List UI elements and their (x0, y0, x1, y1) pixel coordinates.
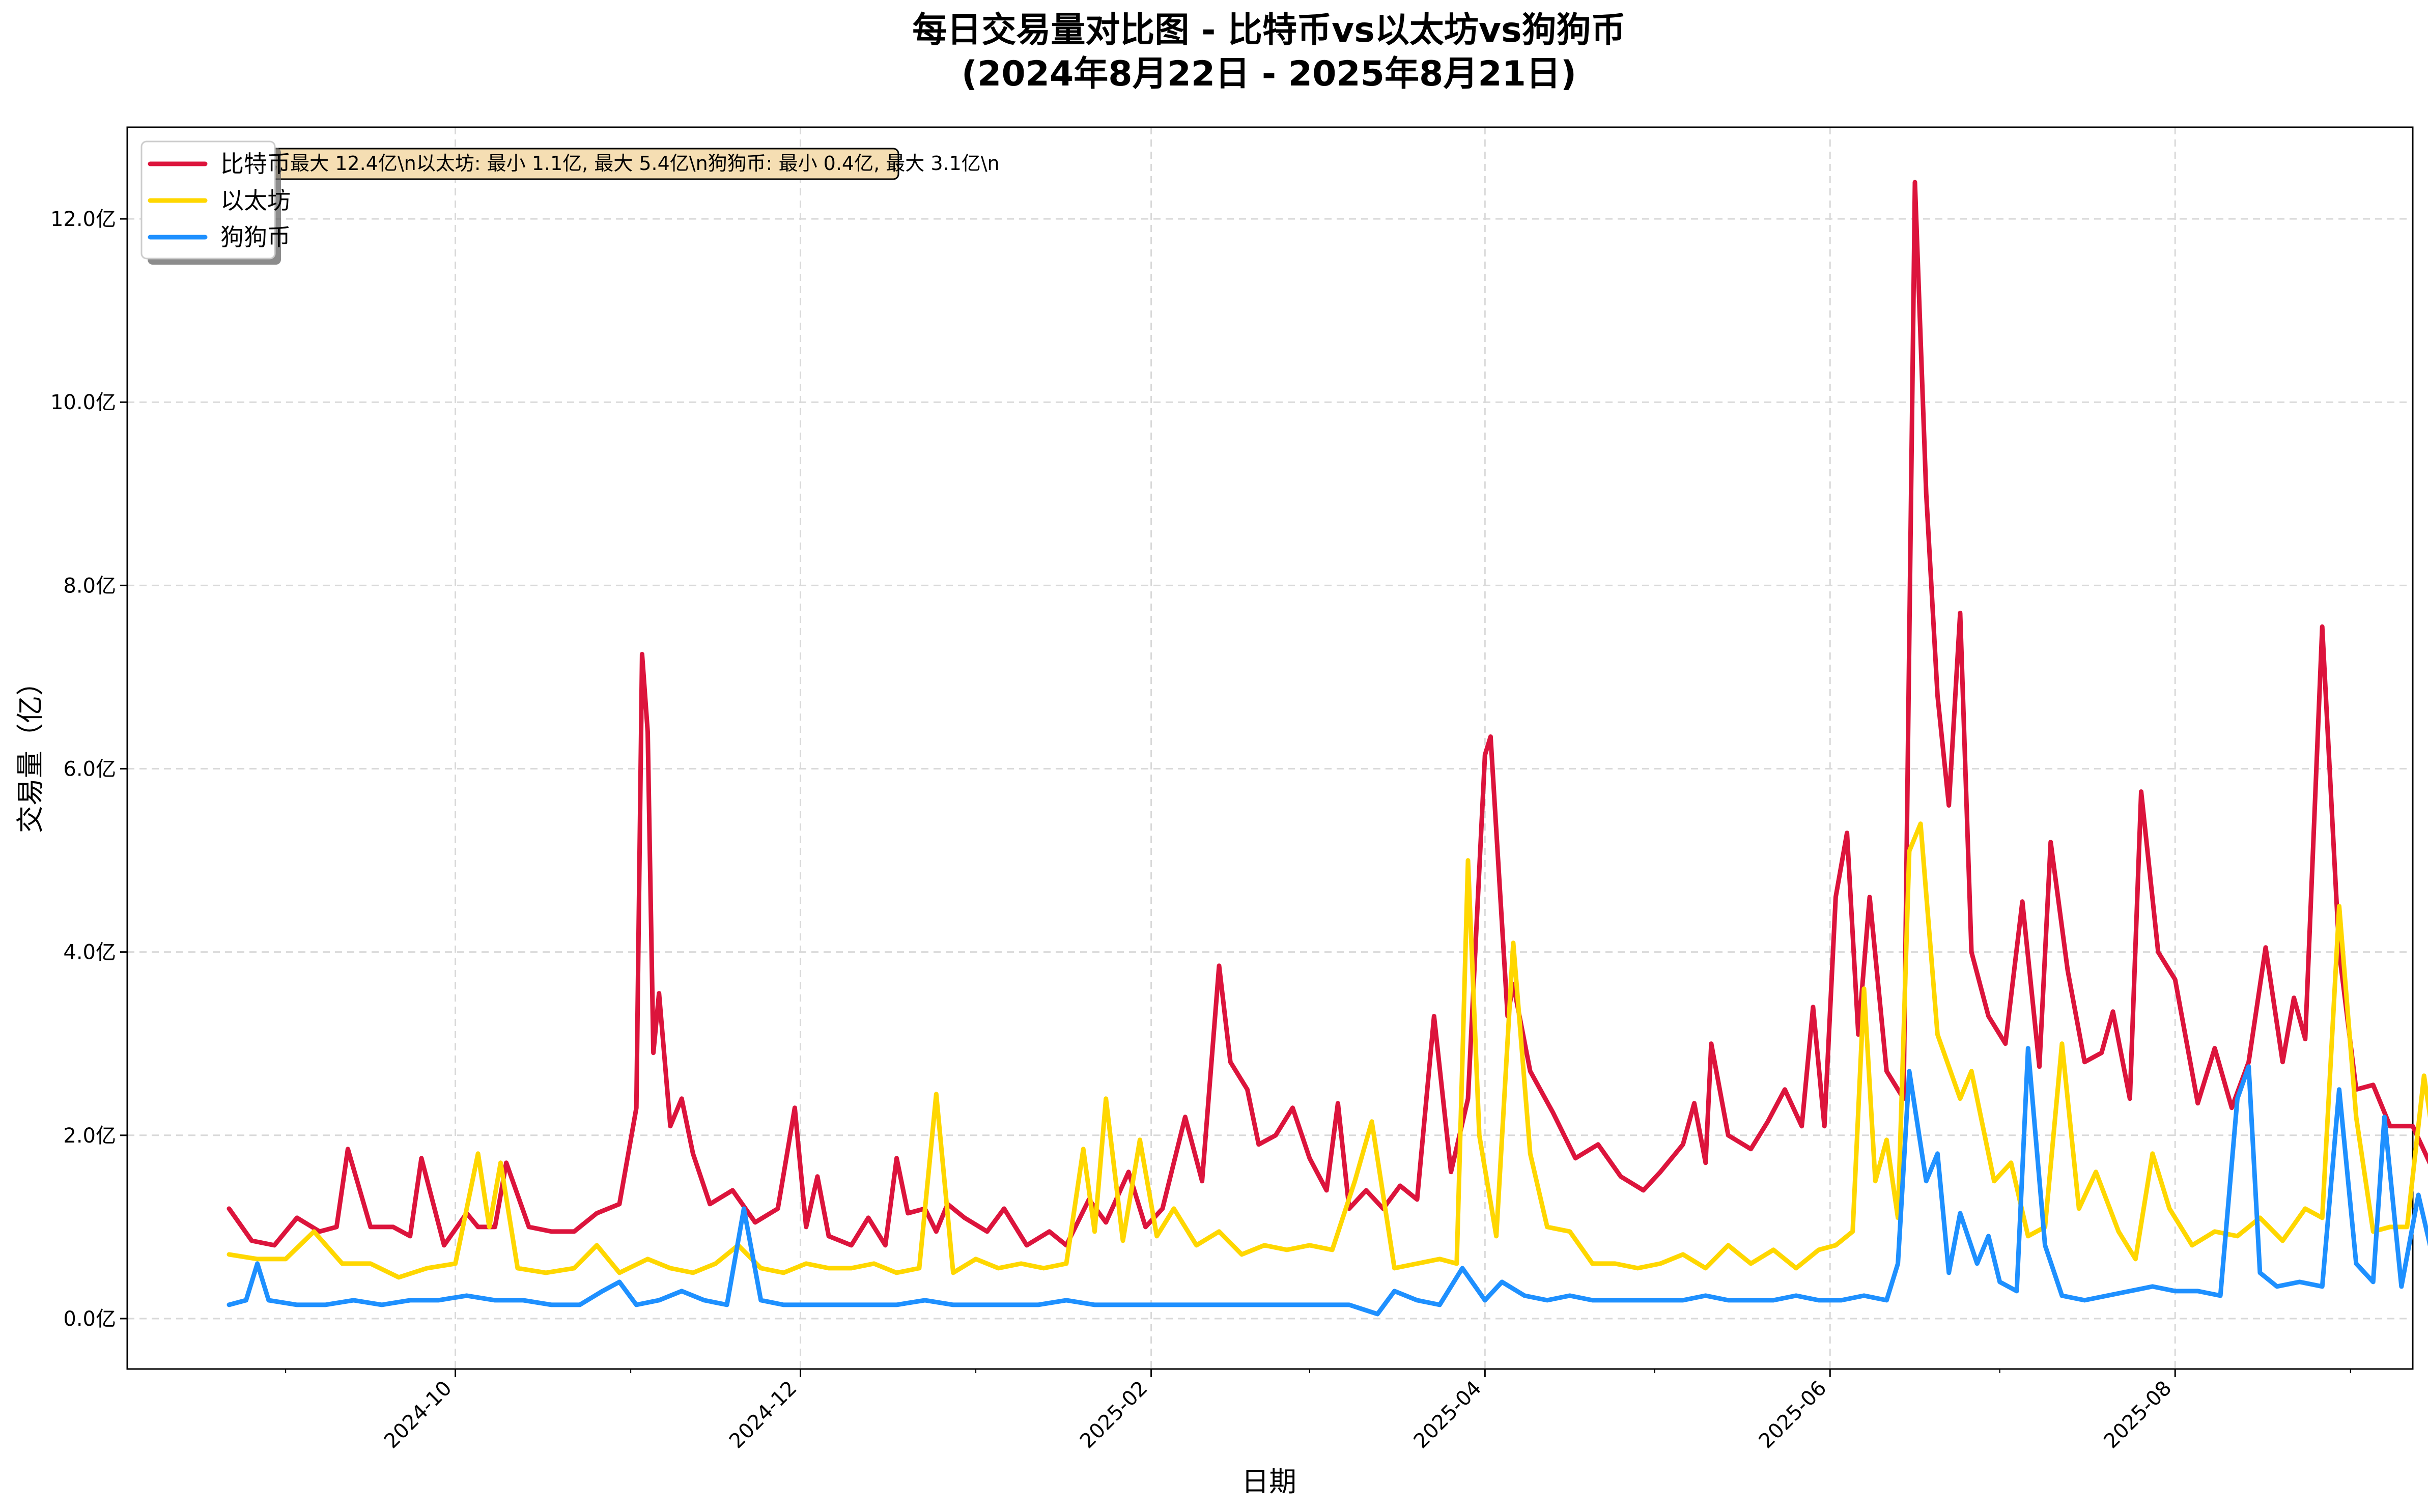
grid (127, 127, 2413, 1369)
axes: 0.0亿 2.0亿 4.0亿 6.0亿 8.0亿 10.0亿 12.0亿 2024-10 202… (50, 126, 2414, 1453)
y-tick-label: 6.0亿 (63, 758, 116, 781)
y-tick-label: 10.0亿 (50, 391, 116, 414)
x-tick-label: 2025-02 (1076, 1377, 1152, 1453)
y-tick-label: 4.0亿 (63, 941, 116, 964)
legend-label-2: 以太坊 (220, 187, 291, 214)
series-lines (227, 180, 2428, 1317)
stats-annotation-text: 亿, 最大 12.4亿\n以太坊: 最小 1.1亿, 最大 5.4亿\n狗狗币:… (259, 152, 1000, 175)
series-line-2 (227, 821, 2428, 1280)
legend-label-3: 狗狗币 (220, 223, 291, 251)
y-tick-label: 8.0亿 (63, 574, 116, 597)
chart-subtitle: (2024年8月22日 - 2025年8月21日) (962, 54, 1576, 94)
y-tick-label: 2.0亿 (63, 1124, 116, 1148)
stats-annotation: 亿, 最大 12.4亿\n以太坊: 最小 1.1亿, 最大 5.4亿\n狗狗币:… (167, 148, 1000, 180)
x-tick-label: 2025-06 (1755, 1377, 1831, 1453)
x-tick-label: 2025-04 (1409, 1377, 1486, 1453)
chart-title: 每日交易量对比图 - 比特币vs以太坊vs狗狗币 (912, 10, 1625, 50)
series-line-1 (227, 180, 2428, 1248)
series-line-3 (227, 1046, 2428, 1317)
legend-label-1: 比特币 (220, 150, 291, 178)
x-tick-label: 2025-08 (2100, 1377, 2177, 1453)
x-tick-label: 2024-10 (380, 1377, 457, 1453)
y-tick-label: 12.0亿 (50, 208, 116, 231)
x-tick-label: 2024-12 (725, 1377, 802, 1453)
y-axis-label: 交易量（亿） (14, 668, 46, 833)
plot-frame (126, 126, 2414, 1370)
x-axis-label: 日期 (1241, 1466, 1296, 1498)
y-tick-label: 0.0亿 (63, 1307, 116, 1331)
